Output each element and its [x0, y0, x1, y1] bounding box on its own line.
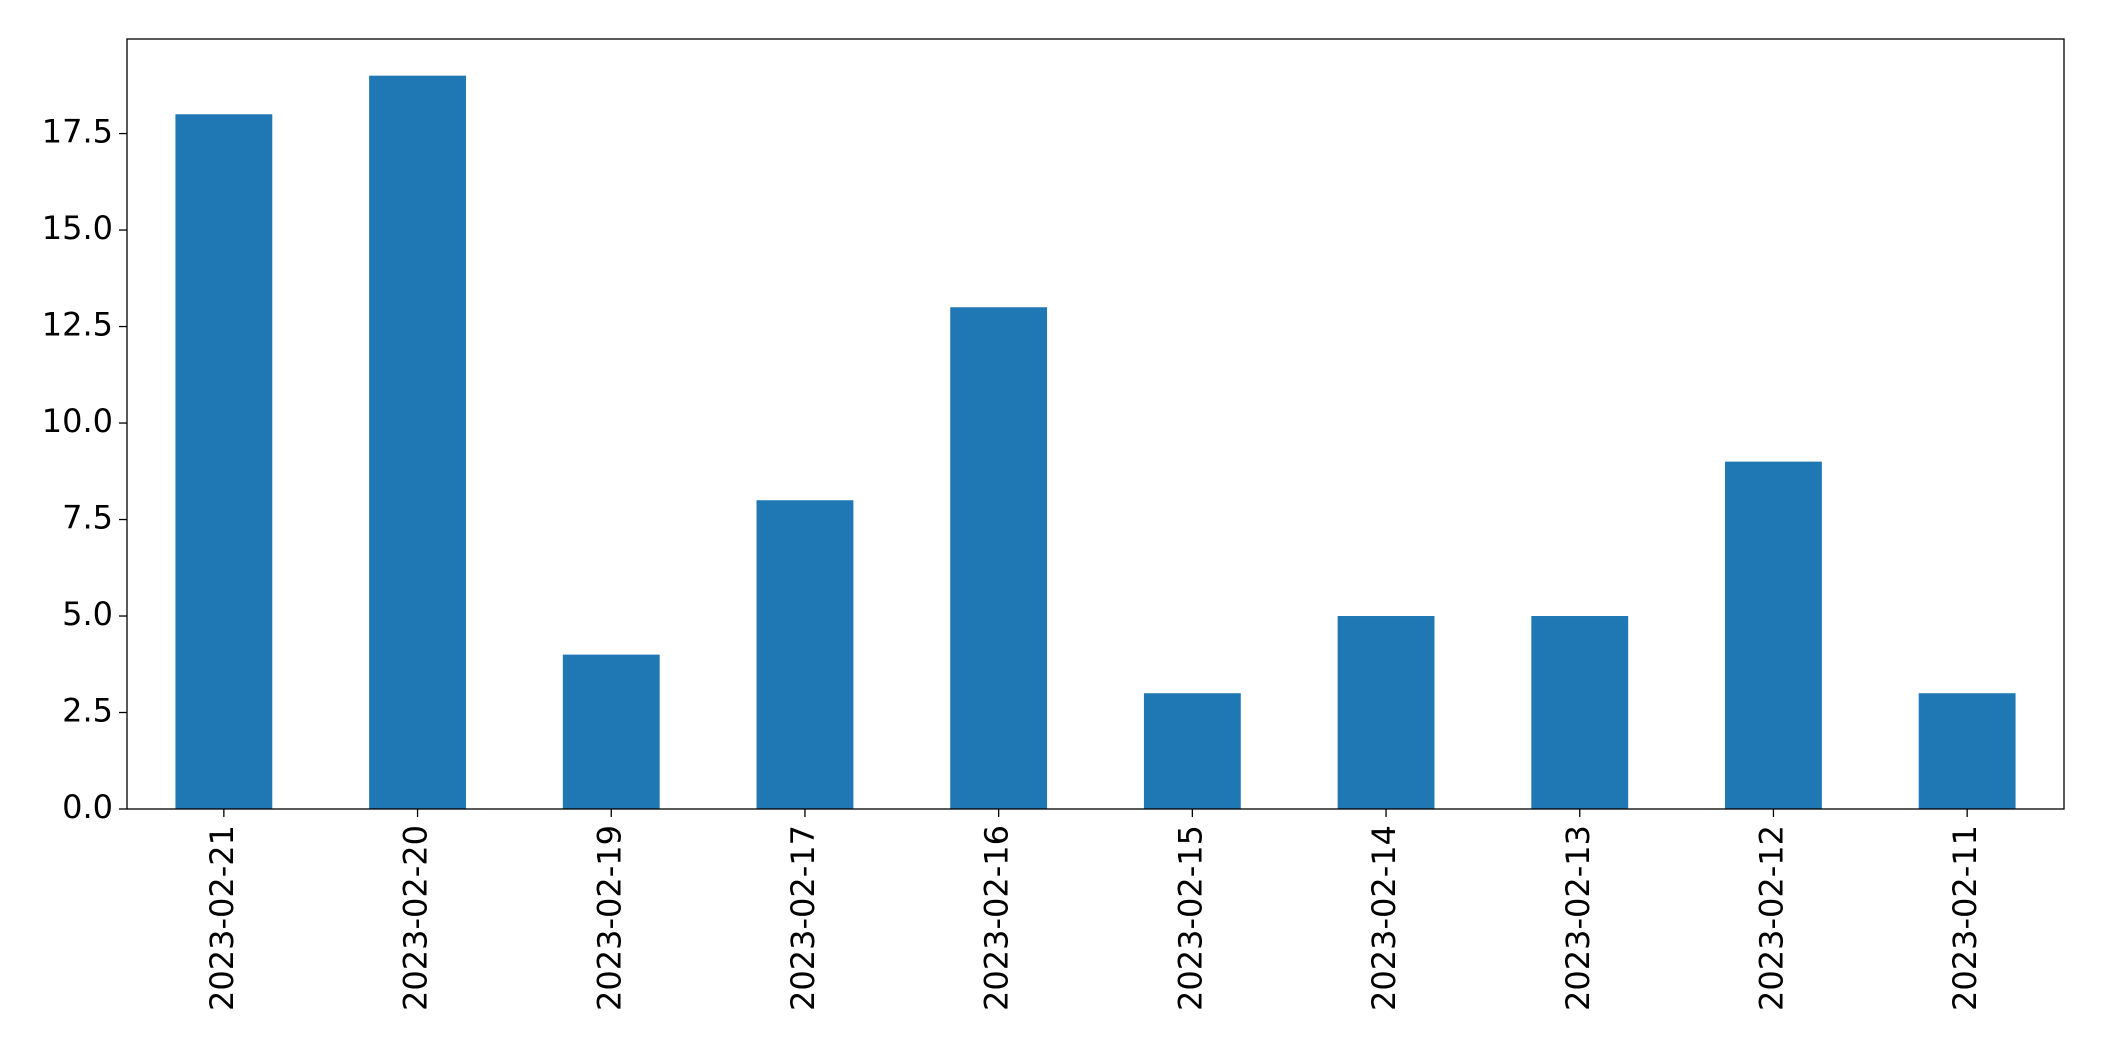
y-tick-label: 12.5 [42, 306, 113, 344]
x-tick-label: 2023-02-11 [1946, 825, 1984, 1011]
x-tick-label: 2023-02-19 [590, 825, 628, 1011]
x-tick-label: 2023-02-20 [397, 825, 435, 1011]
x-tick-label: 2023-02-14 [1365, 825, 1403, 1011]
bar [562, 654, 660, 809]
bar [756, 500, 854, 809]
y-tick-label: 5.0 [62, 595, 113, 633]
x-tick-label: 2023-02-12 [1752, 825, 1790, 1011]
y-tick-label: 7.5 [62, 499, 113, 537]
x-tick-label: 2023-02-17 [784, 825, 822, 1011]
bar [369, 75, 466, 809]
x-tick-label: 2023-02-15 [1171, 825, 1209, 1011]
y-tick-label: 10.0 [42, 402, 113, 440]
y-tick-label: 15.0 [42, 209, 113, 247]
x-tick-label: 2023-02-21 [203, 825, 241, 1011]
y-tick-label: 2.5 [62, 692, 113, 730]
bar [175, 114, 273, 809]
y-tick-label: 17.5 [42, 113, 113, 151]
x-tick-label: 2023-02-13 [1559, 825, 1597, 1011]
bar [1337, 616, 1435, 809]
plot-frame [126, 38, 2065, 810]
bar [1725, 461, 1822, 809]
bar [1143, 693, 1241, 809]
bar [950, 307, 1048, 809]
y-tick-label: 0.0 [62, 788, 113, 826]
x-tick-label: 2023-02-16 [978, 825, 1016, 1011]
bar [1531, 616, 1629, 809]
bar [1918, 693, 2016, 809]
